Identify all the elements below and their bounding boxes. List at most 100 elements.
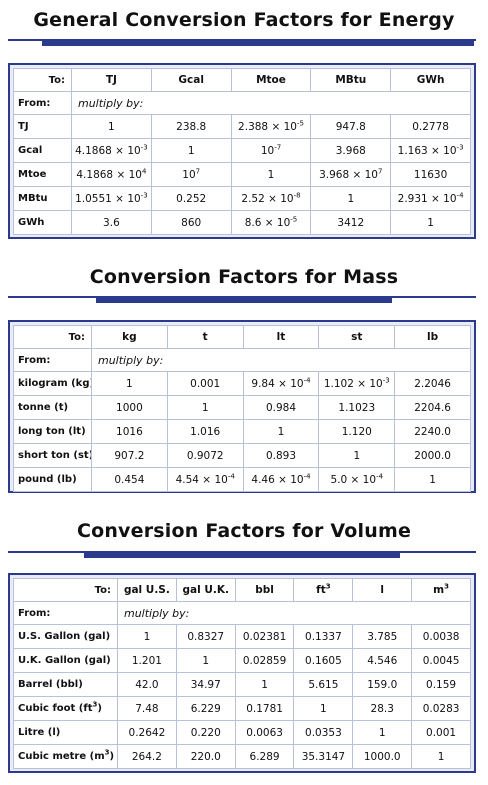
mass-cell: 1: [394, 467, 471, 492]
energy-to-label: To:: [13, 68, 72, 92]
mass-cell: 4.54 × 10-4: [166, 467, 244, 492]
mass-cell: 907.2: [91, 443, 168, 468]
mass-cell: 1: [166, 395, 244, 420]
volume-title-underline: [84, 551, 400, 558]
volume-cell: 1.201: [117, 648, 177, 673]
volume-cell: 0.0045: [411, 648, 471, 673]
mass-from-label: From:: [13, 348, 92, 372]
volume-col-header: ft3: [293, 578, 354, 602]
energy-rows: TJ 1 238.8 2.388 × 10-5 947.8 0.2778 Gcal 4.186…: [13, 114, 471, 235]
energy-cell: 3412: [310, 210, 392, 235]
volume-cell: 1: [411, 744, 471, 769]
volume-row-label: U.S. Gallon (gal): [13, 624, 118, 649]
volume-cell: 7.48: [117, 696, 177, 721]
energy-from-label: From:: [13, 91, 72, 115]
volume-cell: 0.0038: [411, 624, 471, 649]
energy-table-frame: To: TJ Gcal Mtoe MBtu GWh From: multiply…: [8, 63, 476, 239]
mass-cell: 5.0 × 10-4: [318, 467, 396, 492]
energy-row: TJ 1 238.8 2.388 × 10-5 947.8 0.2778: [13, 114, 471, 139]
volume-cell: 0.159: [411, 672, 471, 697]
energy-row: GWh 3.6 860 8.6 × 10-5 3412 1: [13, 210, 471, 235]
volume-col-header: gal U.K.: [175, 578, 236, 602]
energy-cell: 1.0551 × 10-3: [71, 186, 152, 211]
volume-cell: 1: [175, 648, 236, 673]
volume-cell: 264.2: [117, 744, 177, 769]
energy-cell: 1: [150, 138, 232, 163]
mass-row-label: kilogram (kg): [13, 371, 92, 396]
energy-row: Gcal 4.1868 × 10-3 1 10-7 3.968 1.163 × 10-3: [13, 138, 471, 163]
mass-cell: 0.984: [242, 395, 320, 420]
mass-cell: 0.9072: [166, 443, 244, 468]
mass-cell: 2000.0: [394, 443, 471, 468]
mass-table-frame: To: kg t lt st lb From: multiply by: kil…: [8, 320, 476, 493]
mass-row-label: long ton (lt): [13, 419, 92, 444]
mass-row: long ton (lt) 1016 1.016 1 1.120 2240.0: [13, 419, 471, 444]
mass-row: tonne (t) 1000 1 0.984 1.1023 2204.6: [13, 395, 471, 420]
volume-row: U.K. Gallon (gal) 1.201 1 0.02859 0.1605 4.54…: [13, 648, 471, 673]
energy-cell: 2.52 × 10-8: [230, 186, 312, 211]
volume-to-label: To:: [13, 578, 118, 602]
volume-row: Litre (l) 0.2642 0.220 0.0063 0.0353 1 0.001: [13, 720, 471, 745]
mass-cell: 0.001: [166, 371, 244, 396]
energy-col-header: MBtu: [310, 68, 392, 92]
energy-cell: 11630: [390, 162, 471, 187]
volume-cell: 0.220: [175, 720, 236, 745]
volume-cell: 1: [293, 696, 354, 721]
mass-cell: 1.102 × 10-3: [318, 371, 396, 396]
energy-cell: 10-7: [230, 138, 312, 163]
volume-cell: 6.229: [175, 696, 236, 721]
volume-row: Barrel (bbl) 42.0 34.97 1 5.615 159.0 0.159: [13, 672, 471, 697]
energy-cell: 2.388 × 10-5: [230, 114, 312, 139]
energy-row-label: TJ: [13, 114, 72, 139]
volume-cell: 5.615: [293, 672, 354, 697]
energy-cell: 1: [310, 186, 392, 211]
energy-cell: 1.163 × 10-3: [390, 138, 471, 163]
mass-cell: 2204.6: [394, 395, 471, 420]
volume-table: To: gal U.S. gal U.K. bbl ft3 l m3 From: mult…: [13, 578, 471, 769]
volume-cell: 1: [117, 624, 177, 649]
volume-row: Cubic metre (m3) 264.2 220.0 6.289 35.3147 10…: [13, 744, 471, 769]
energy-cell: 238.8: [150, 114, 232, 139]
volume-cell: 1: [234, 672, 295, 697]
volume-row-label: U.K. Gallon (gal): [13, 648, 118, 673]
volume-cell: 1: [352, 720, 413, 745]
volume-cell: 3.785: [352, 624, 413, 649]
mass-title-underline: [96, 296, 392, 303]
volume-row-label: Barrel (bbl): [13, 672, 118, 697]
mass-col-header: lb: [394, 325, 471, 349]
mass-cell: 1: [91, 371, 168, 396]
energy-cell: 2.931 × 10-4: [390, 186, 471, 211]
volume-cell: 34.97: [175, 672, 236, 697]
energy-cell: 860: [150, 210, 232, 235]
volume-cell: 42.0: [117, 672, 177, 697]
volume-cell: 220.0: [175, 744, 236, 769]
energy-cell: 1: [71, 114, 152, 139]
volume-rows: U.S. Gallon (gal) 1 0.8327 0.02381 0.1337 3.7…: [13, 624, 471, 769]
energy-cell: 4.1868 × 104: [71, 162, 152, 187]
mass-row-label: short ton (st): [13, 443, 92, 468]
mass-cell: 2.2046: [394, 371, 471, 396]
mass-cell: 0.893: [242, 443, 320, 468]
energy-cell: 1: [390, 210, 471, 235]
volume-cell: 0.02859: [234, 648, 295, 673]
volume-multiply-label: multiply by:: [117, 601, 471, 625]
energy-cell: 4.1868 × 10-3: [71, 138, 152, 163]
energy-cell: 3.968 × 107: [310, 162, 392, 187]
mass-cell: 1: [318, 443, 396, 468]
volume-col-header: bbl: [234, 578, 295, 602]
mass-cell: 1: [242, 419, 320, 444]
volume-col-header: l: [352, 578, 413, 602]
volume-cell: 0.0063: [234, 720, 295, 745]
volume-cell: 0.1337: [293, 624, 354, 649]
energy-divider: [8, 39, 476, 41]
energy-cell: 8.6 × 10-5: [230, 210, 312, 235]
volume-cell: 0.0283: [411, 696, 471, 721]
energy-row-label: MBtu: [13, 186, 72, 211]
mass-cell: 4.46 × 10-4: [242, 467, 320, 492]
mass-col-header: kg: [91, 325, 168, 349]
energy-col-header: TJ: [71, 68, 152, 92]
mass-multiply-label: multiply by:: [91, 348, 471, 372]
volume-table-frame: To: gal U.S. gal U.K. bbl ft3 l m3 From: mult…: [8, 573, 476, 773]
mass-cell: 1016: [91, 419, 168, 444]
mass-col-header: lt: [242, 325, 320, 349]
